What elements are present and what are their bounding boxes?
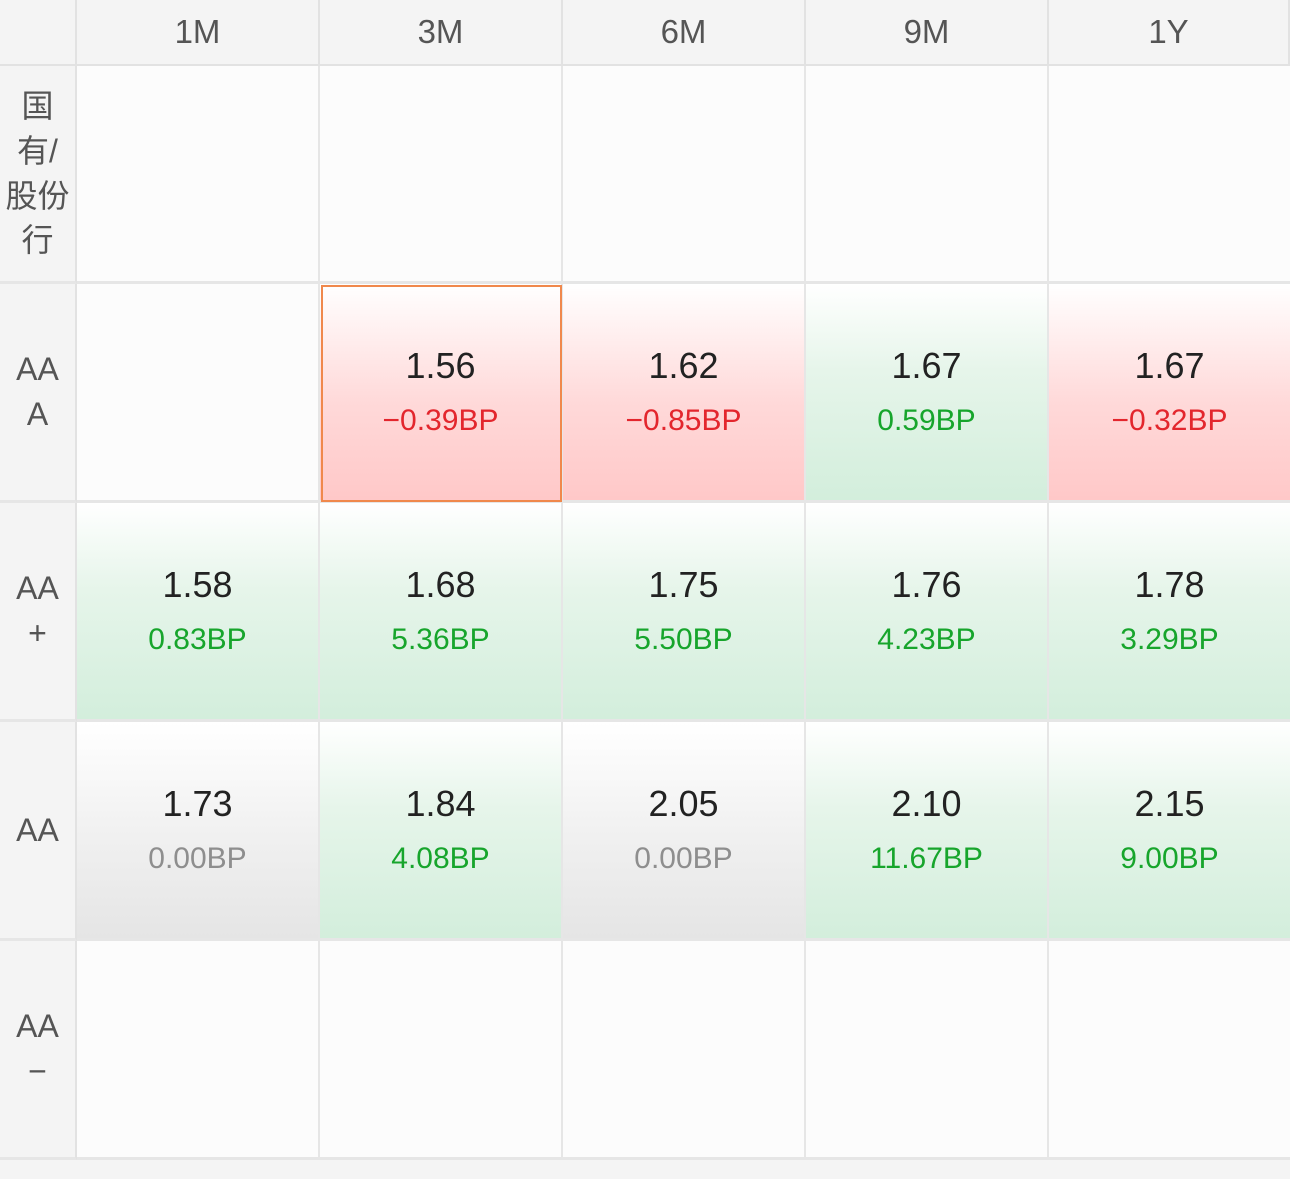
rate-value: 1.75 — [648, 564, 719, 605]
column-header-9m[interactable]: 9M — [806, 0, 1049, 66]
rate-value: 2.15 — [1134, 783, 1205, 824]
row-header-aaa: AA A — [0, 284, 77, 503]
row-header-aa-minus: AA − — [0, 941, 77, 1160]
row-header-state-joint-stock-bank: 国 有/ 股份 行 — [0, 66, 77, 284]
bp-change: 4.23BP — [877, 623, 976, 656]
rate-cell-aa-minus-1m[interactable] — [77, 941, 320, 1160]
rate-cell-aa-1m[interactable]: 1.73 0.00BP — [77, 722, 320, 941]
bp-change: 0.83BP — [148, 623, 247, 656]
rate-cell-aa-plus-3m[interactable]: 1.68 5.36BP — [320, 503, 563, 722]
rate-cell-state-joint-stock-bank-6m[interactable] — [563, 66, 806, 284]
bp-change: 4.08BP — [391, 842, 490, 875]
rate-cell-aa-6m[interactable]: 2.05 0.00BP — [563, 722, 806, 941]
bottom-strip — [0, 1160, 1290, 1179]
matrix-corner — [0, 0, 77, 66]
rate-cell-state-joint-stock-bank-1m[interactable] — [77, 66, 320, 284]
bp-change: −0.39BP — [382, 404, 499, 437]
bp-change: 5.50BP — [634, 623, 733, 656]
bp-change: 0.00BP — [634, 842, 733, 875]
bp-change: 0.00BP — [148, 842, 247, 875]
rate-cell-aa-plus-1m[interactable]: 1.58 0.83BP — [77, 503, 320, 722]
row-header-aa-plus: AA + — [0, 503, 77, 722]
column-header-6m[interactable]: 6M — [563, 0, 806, 66]
rate-value: 2.10 — [891, 783, 962, 824]
rate-value: 1.76 — [891, 564, 962, 605]
rate-cell-state-joint-stock-bank-9m[interactable] — [806, 66, 1049, 284]
rate-cell-aa-plus-9m[interactable]: 1.76 4.23BP — [806, 503, 1049, 722]
bp-change: 5.36BP — [391, 623, 490, 656]
rate-value: 1.67 — [891, 345, 962, 386]
rate-cell-aa-3m[interactable]: 1.84 4.08BP — [320, 722, 563, 941]
rate-cell-aaa-1y[interactable]: 1.67 −0.32BP — [1049, 284, 1290, 503]
rate-cell-state-joint-stock-bank-1y[interactable] — [1049, 66, 1290, 284]
column-header-1m[interactable]: 1M — [77, 0, 320, 66]
column-header-3m[interactable]: 3M — [320, 0, 563, 66]
rate-cell-aa-minus-9m[interactable] — [806, 941, 1049, 1160]
rate-cell-aaa-9m[interactable]: 1.67 0.59BP — [806, 284, 1049, 503]
bp-change: 0.59BP — [877, 404, 976, 437]
rate-value: 1.73 — [162, 783, 233, 824]
rate-cell-aa-plus-6m[interactable]: 1.75 5.50BP — [563, 503, 806, 722]
rate-cell-aa-minus-3m[interactable] — [320, 941, 563, 1160]
rate-cell-aa-1y[interactable]: 2.15 9.00BP — [1049, 722, 1290, 941]
bp-change: −0.85BP — [625, 404, 742, 437]
rate-cell-aa-plus-1y[interactable]: 1.78 3.29BP — [1049, 503, 1290, 722]
rate-value: 1.56 — [405, 345, 476, 386]
rate-value: 1.58 — [162, 564, 233, 605]
bp-change: 9.00BP — [1120, 842, 1219, 875]
rate-value: 1.67 — [1134, 345, 1205, 386]
rate-value: 2.05 — [648, 783, 719, 824]
bp-change: 3.29BP — [1120, 623, 1219, 656]
rate-cell-aa-minus-1y[interactable] — [1049, 941, 1290, 1160]
rate-cell-aa-9m[interactable]: 2.10 11.67BP — [806, 722, 1049, 941]
rate-value: 1.68 — [405, 564, 476, 605]
rate-value: 1.62 — [648, 345, 719, 386]
rate-cell-aaa-3m[interactable]: 1.56 −0.39BP — [320, 284, 563, 503]
rate-value: 1.84 — [405, 783, 476, 824]
column-header-1y[interactable]: 1Y — [1049, 0, 1290, 66]
row-header-aa: AA — [0, 722, 77, 941]
bp-change: 11.67BP — [870, 842, 983, 875]
rate-cell-aa-minus-6m[interactable] — [563, 941, 806, 1160]
rate-value: 1.78 — [1134, 564, 1205, 605]
rate-cell-aaa-1m[interactable] — [77, 284, 320, 503]
bp-change: −0.32BP — [1111, 404, 1228, 437]
rate-cell-state-joint-stock-bank-3m[interactable] — [320, 66, 563, 284]
rate-cell-aaa-6m[interactable]: 1.62 −0.85BP — [563, 284, 806, 503]
